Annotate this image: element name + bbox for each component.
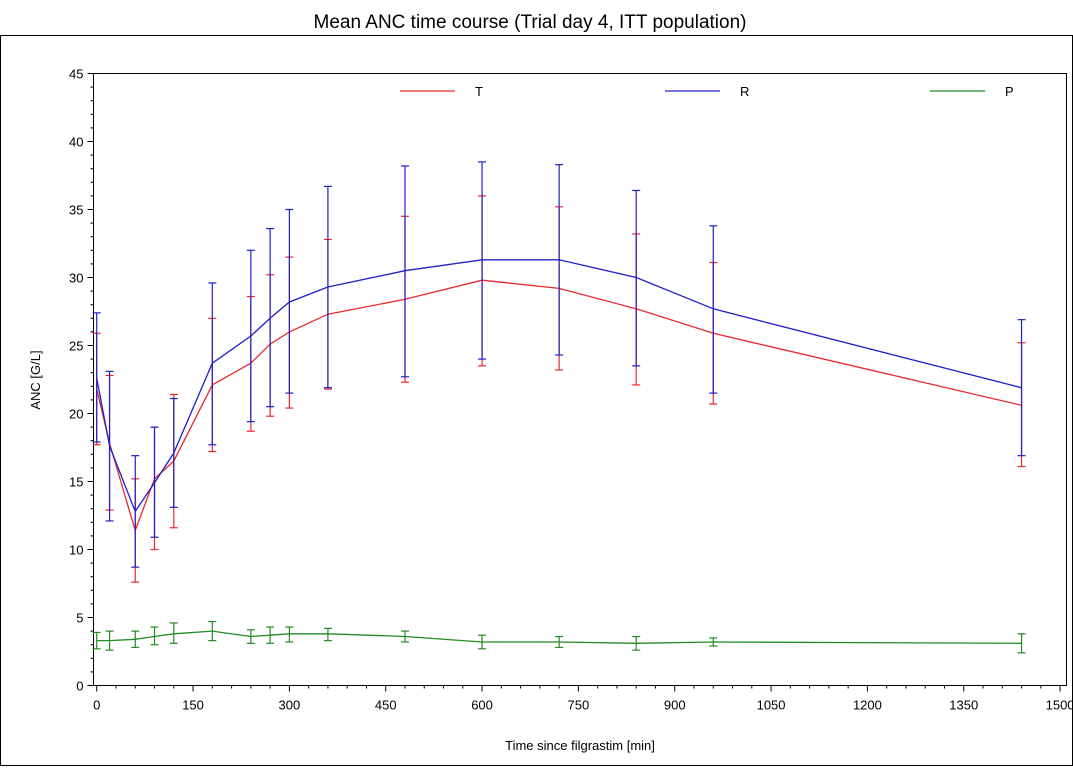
chart-title: Mean ANC time course (Trial day 4, ITT p… — [314, 12, 747, 33]
x-tick-label: 750 — [568, 698, 590, 713]
x-tick-label: 600 — [471, 698, 493, 713]
x-axis-label: Time since filgrastim [min] — [505, 738, 655, 753]
x-tick-label: 1050 — [757, 698, 786, 713]
series-p — [92, 620, 1026, 654]
plot-area — [93, 73, 1067, 686]
y-tick-label: 15 — [69, 475, 83, 490]
series-layer — [92, 161, 1026, 654]
x-tick-label: 1200 — [853, 698, 882, 713]
legend-label-p: P — [1005, 84, 1014, 99]
x-tick-label: 900 — [664, 698, 686, 713]
y-tick-label: 45 — [69, 67, 83, 82]
series-line-t — [96, 279, 1022, 533]
y-tick-label: 25 — [69, 339, 83, 354]
x-tick-label: 1350 — [949, 698, 978, 713]
x-tick-label: 300 — [279, 698, 301, 713]
y-tick-label: 10 — [69, 543, 83, 558]
legend-label-r: R — [740, 84, 749, 99]
x-tick-label: 450 — [375, 698, 397, 713]
y-tick-label: 40 — [69, 135, 83, 150]
y-tick-label: 5 — [76, 611, 83, 626]
x-tick-label: 1500 — [1046, 698, 1073, 713]
series-line-r — [96, 259, 1022, 513]
y-tick-label: 30 — [69, 271, 83, 286]
x-tick-label: 0 — [93, 698, 100, 713]
legend-label-t: T — [475, 84, 483, 99]
x-tick-label: 150 — [182, 698, 204, 713]
series-r — [92, 161, 1026, 568]
outer-border — [0, 35, 1073, 766]
y-tick-label: 35 — [69, 203, 83, 218]
y-axis-label: ANC [G/L] — [28, 350, 43, 409]
series-line-p — [96, 630, 1022, 644]
y-tick-label: 0 — [76, 679, 83, 694]
y-tick-label: 20 — [69, 407, 83, 422]
